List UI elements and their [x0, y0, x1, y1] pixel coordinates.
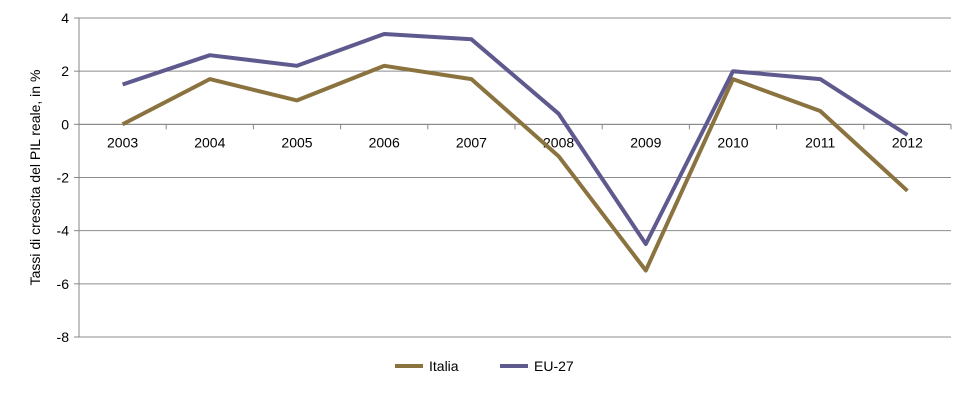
series-line-eu-27 — [121, 32, 909, 246]
y-tick-label: 0 — [61, 116, 69, 132]
series-line-italia — [121, 63, 909, 273]
x-tick-label: 2010 — [717, 134, 748, 150]
series-lines — [121, 32, 909, 273]
gridlines — [74, 17, 951, 338]
legend-label-italia: Italia — [429, 358, 459, 374]
y-tick-label: -4 — [57, 223, 70, 239]
x-tick-label: 2003 — [107, 134, 138, 150]
y-tick-label: -2 — [57, 170, 70, 186]
x-axis-tick-labels: 2003 2004 2005 2006 2007 2008 2009 2010 2011 2012 — [107, 134, 923, 150]
y-tick-label: -6 — [57, 276, 70, 292]
legend: Italia EU-27 — [395, 358, 574, 374]
y-tick-label: -8 — [57, 329, 70, 345]
legend-label-eu-27: EU-27 — [534, 358, 574, 374]
x-tick-label: 2004 — [194, 134, 225, 150]
y-tick-label: 2 — [61, 63, 69, 79]
x-tick-label: 2005 — [281, 134, 312, 150]
x-tick-label: 2006 — [369, 134, 400, 150]
x-tick-label: 2011 — [805, 134, 835, 150]
x-axis-ticks — [78, 124, 952, 130]
x-tick-label: 2012 — [892, 134, 923, 150]
y-axis-tick-labels: 4 2 0 -2 -4 -6 -8 — [57, 10, 70, 345]
x-tick-label: 2008 — [543, 134, 574, 150]
y-axis-title: Tassi di crescita del PIL reale, in % — [27, 70, 43, 286]
x-tick-label: 2007 — [456, 134, 487, 150]
x-tick-label: 2009 — [630, 134, 661, 150]
y-tick-label: 4 — [61, 10, 69, 26]
